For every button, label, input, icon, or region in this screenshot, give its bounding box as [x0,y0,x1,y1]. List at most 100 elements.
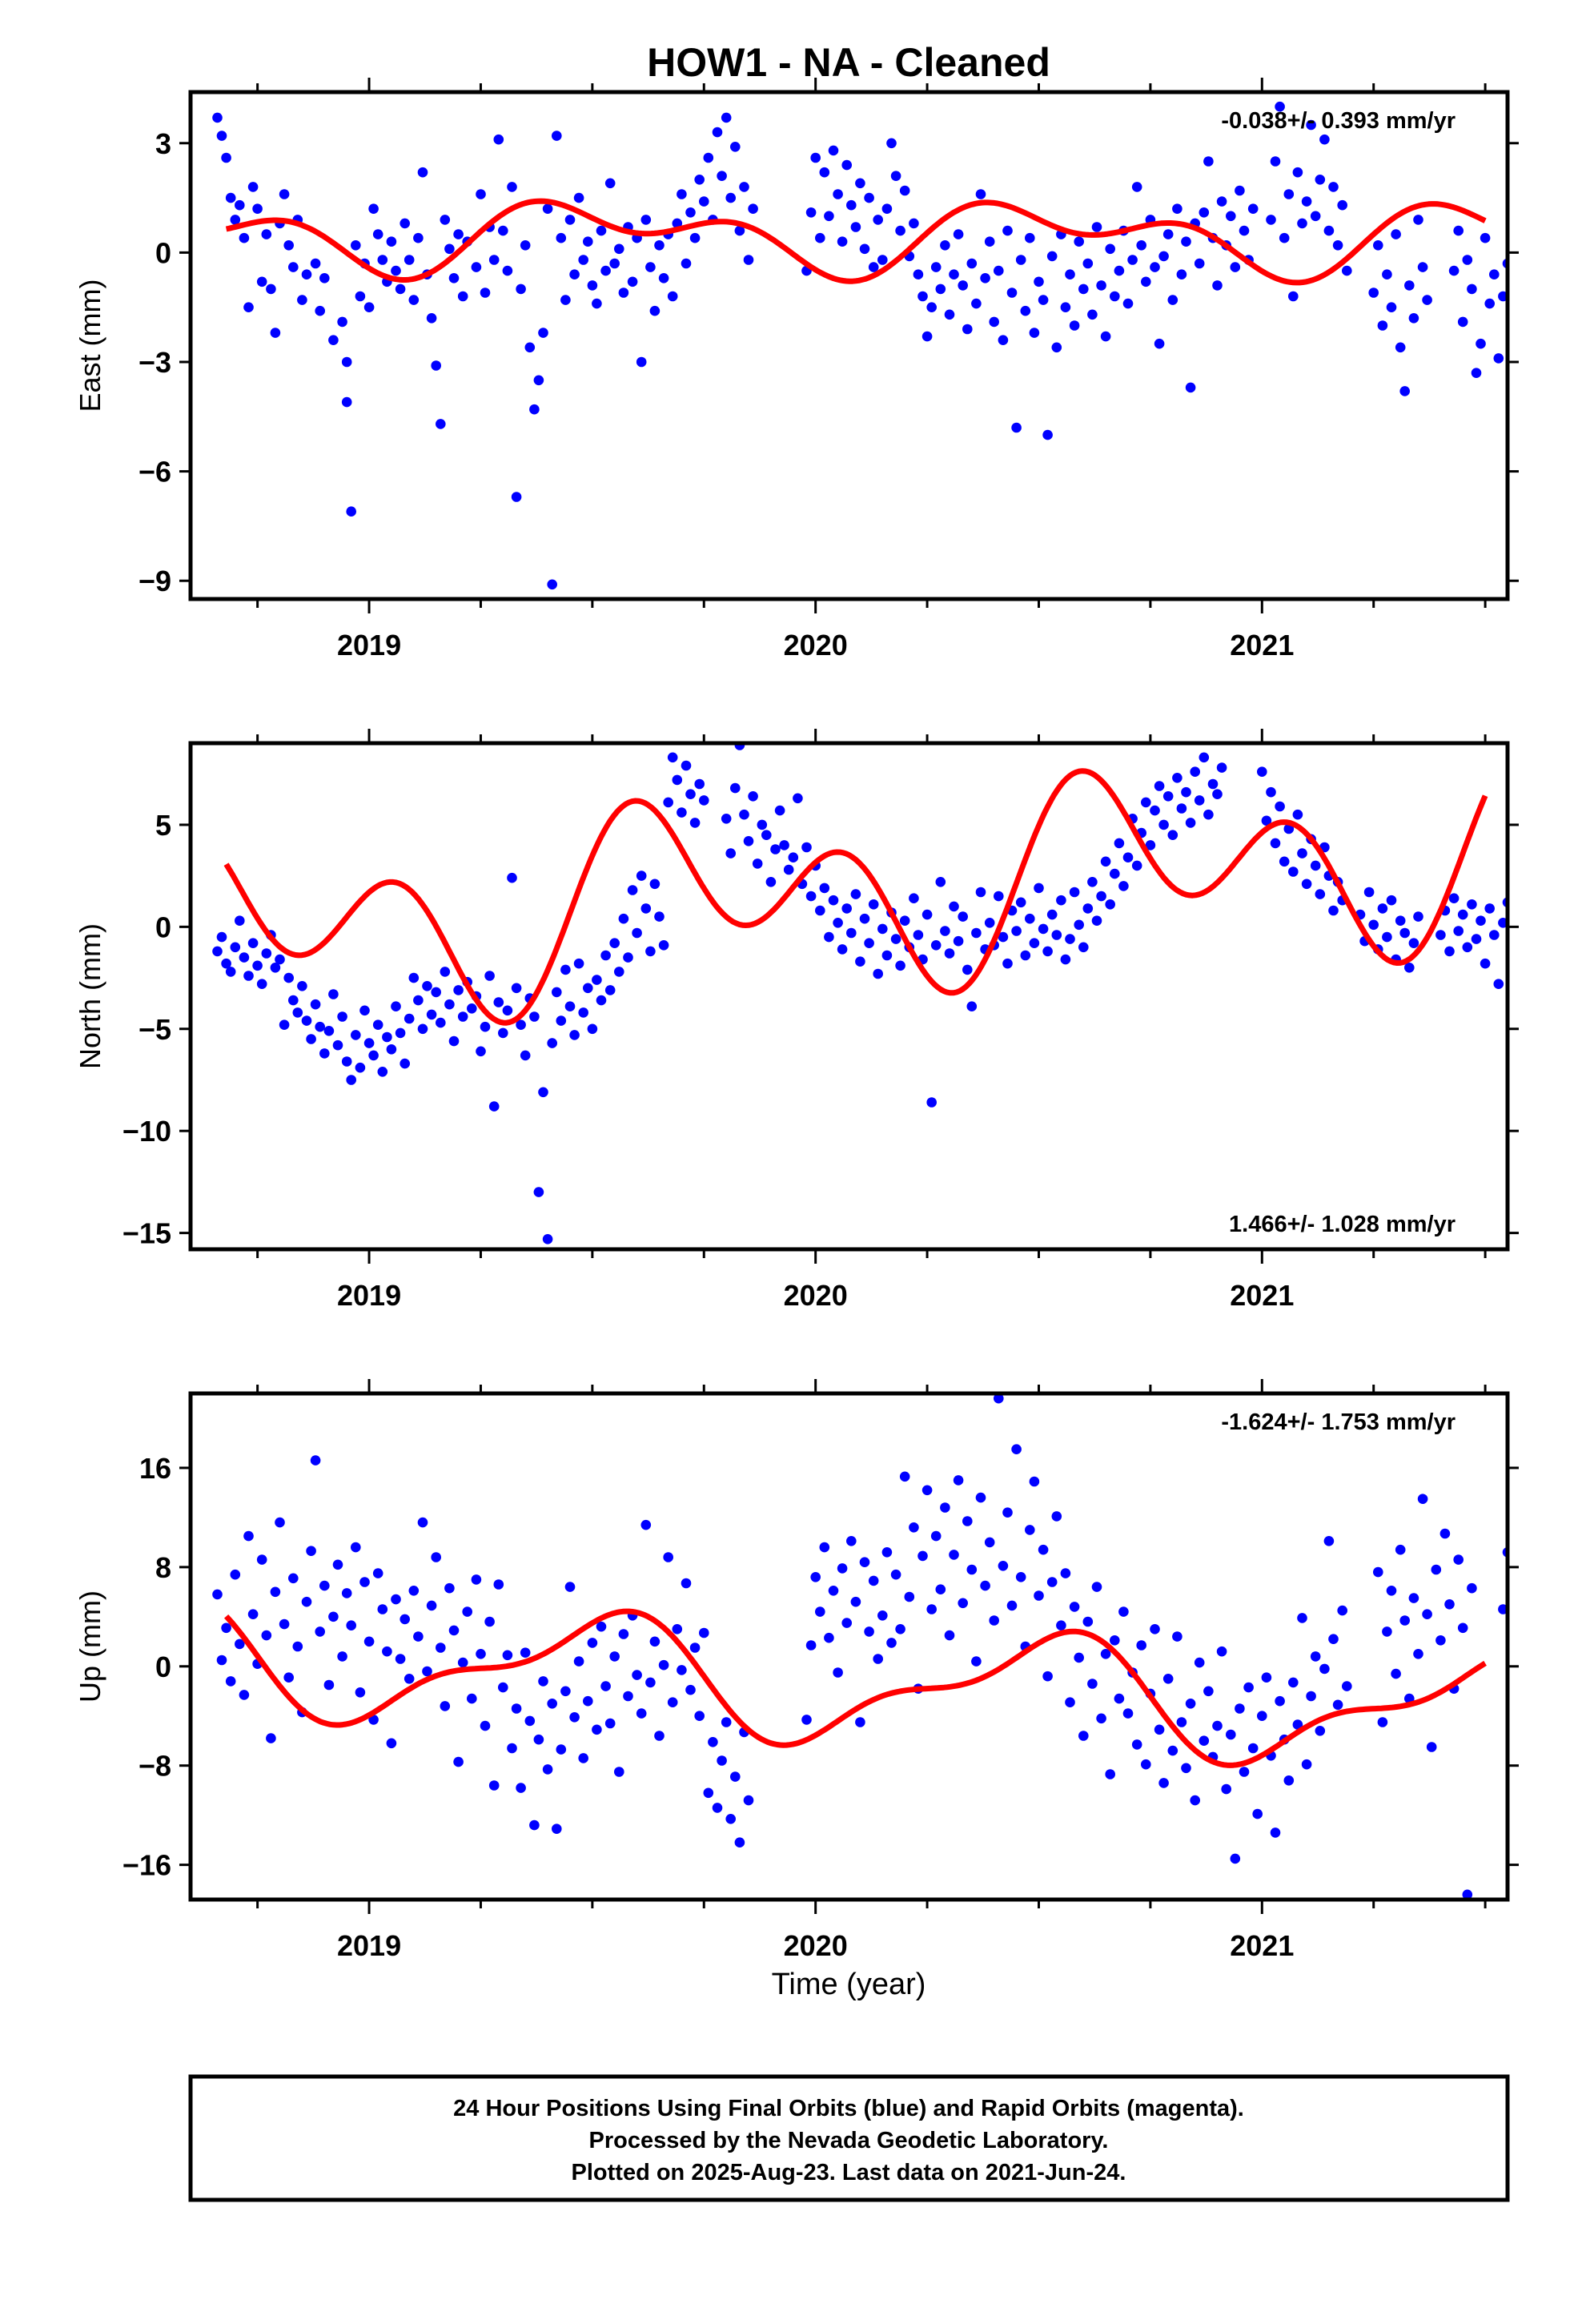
data-point [221,958,231,969]
data-point [247,938,259,948]
data-point [1512,310,1522,320]
data-point [810,1572,821,1582]
data-point [1118,881,1129,891]
data-point [1444,946,1455,957]
data-point [994,1393,1004,1404]
data-point [426,1009,437,1020]
data-point [1292,1719,1303,1730]
data-point [1288,1677,1299,1688]
data-point [1257,1711,1267,1721]
data-point [1399,386,1410,396]
data-point [1069,1602,1080,1612]
data-point [1516,951,1526,961]
data-point [1046,1577,1058,1587]
data-point [1176,1717,1187,1727]
data-point [609,938,620,948]
data-point [1247,1743,1259,1754]
data-point [417,1023,428,1035]
data-point [636,870,647,881]
data-point [542,1764,553,1775]
data-point [529,1819,540,1831]
data-point [1399,927,1410,939]
data-point [743,836,754,846]
data-point [1181,236,1191,247]
up-rate-label: -1.624+/- 1.753 mm/yr [1221,1409,1456,1435]
data-point [1448,893,1460,903]
data-point [1162,1674,1174,1684]
data-point [1006,1600,1018,1611]
data-point [1529,932,1540,943]
data-point [1306,119,1316,131]
data-point [1453,1554,1464,1565]
data-point [677,1665,687,1675]
data-point [1261,815,1272,826]
footer-line-2: Processed by the Nevada Geodetic Laborat… [589,2128,1109,2153]
data-point [1270,1827,1281,1838]
data-point [953,935,964,947]
data-point [949,901,959,912]
data-point [632,927,642,939]
data-point [230,1569,241,1580]
data-point [1221,1783,1231,1795]
data-point [1520,924,1531,935]
data-point [859,243,870,255]
data-point [1190,1795,1200,1806]
data-point [524,342,536,353]
data-point [703,1787,714,1799]
data-point [1332,1699,1343,1711]
data-point [431,987,441,998]
data-point [391,265,401,276]
data-point [573,192,584,203]
data-point [1373,240,1383,251]
data-point [694,778,705,790]
plot-frame [188,90,1510,601]
data-point [1194,258,1205,269]
data-point [783,864,794,875]
data-point [1074,236,1084,247]
data-point [444,243,455,255]
data-point [408,1586,420,1596]
data-point [1337,199,1347,211]
data-point [846,199,857,211]
data-point [1328,182,1339,192]
east-panel: 3 0 −3 −6 −9 2019 2020 2021 East (mm) -0.038+/- 0… [74,78,1522,661]
data-point [1439,1528,1451,1539]
data-point [1332,240,1343,251]
data-point [1288,866,1299,877]
data-point [654,911,665,922]
data-point [636,1708,647,1719]
data-point [1270,838,1281,849]
data-point [1431,1564,1442,1575]
data-point [1399,1615,1410,1626]
data-point [542,1234,553,1244]
data-point [225,967,236,977]
data-point [1087,1679,1098,1689]
data-point [1065,1697,1075,1707]
data-point [279,1019,290,1030]
data-point [1476,915,1486,926]
data-point [1279,232,1290,243]
data-point [699,196,709,207]
data-point [846,927,857,939]
data-point [1297,848,1307,858]
data-point [275,1517,285,1528]
data-point [431,360,441,371]
data-point [288,1573,299,1584]
data-point [1417,262,1428,272]
data-point [1363,887,1375,898]
data-point [1091,915,1102,926]
data-point [623,952,633,963]
data-point [1216,196,1227,207]
data-point [288,995,299,1006]
y-tick-label: −10 [122,1115,171,1148]
data-point [886,138,897,149]
data-point [256,1554,267,1565]
data-point [833,1667,843,1678]
data-point [930,940,942,951]
data-point [507,182,517,192]
data-point [1105,1769,1115,1779]
data-point [917,291,928,302]
data-point [337,1011,347,1022]
data-point [1516,1578,1526,1589]
data-point [1377,320,1388,331]
